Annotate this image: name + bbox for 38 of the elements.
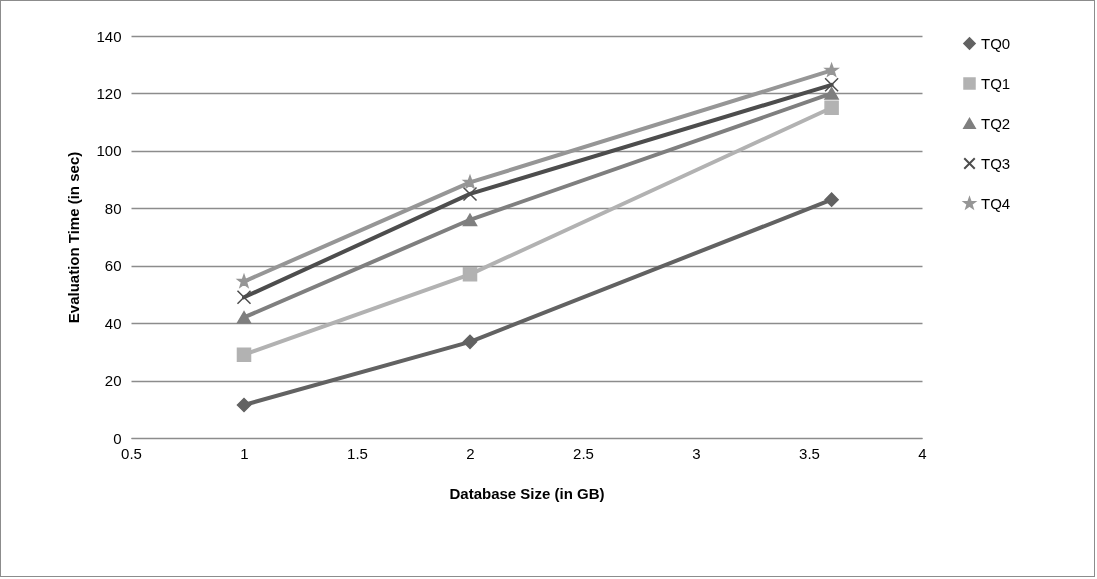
legend-label: TQ4	[981, 194, 1011, 212]
point	[236, 311, 252, 324]
legend-label: TQ3	[981, 154, 1011, 172]
x-tick-label: 4	[918, 444, 927, 462]
point	[462, 334, 478, 350]
point	[824, 63, 839, 77]
y-tick-label: 120	[96, 84, 122, 102]
legend-label: TQ2	[981, 114, 1011, 132]
x-tick-label: 1.5	[347, 444, 368, 462]
y-tick-label: 20	[104, 372, 122, 390]
y-tick-label: 60	[104, 257, 122, 275]
point	[236, 347, 252, 362]
point	[824, 100, 839, 116]
point	[462, 267, 478, 282]
point	[824, 192, 839, 207]
y-tick-label: 100	[96, 142, 122, 160]
x-tick-label: 2	[466, 444, 475, 462]
x-tick-label: 1	[240, 444, 249, 462]
y-tick-label: 80	[104, 199, 122, 217]
point	[237, 274, 251, 288]
point	[463, 175, 477, 189]
y-tick-label: 140	[96, 27, 122, 45]
point	[462, 213, 478, 227]
x-tick-label: 3	[692, 444, 701, 462]
x-tick-label: 3.5	[799, 444, 820, 462]
point	[824, 87, 839, 100]
legend-label: TQ0	[981, 34, 1011, 52]
y-tick-label: 40	[104, 314, 122, 332]
legend-label: TQ1	[981, 74, 1011, 92]
y-axis-title: Evaluation Time (in sec)	[65, 151, 83, 324]
point	[462, 186, 478, 202]
x-tick-label: 0.5	[121, 444, 142, 462]
x-tick-label: 2.5	[573, 444, 594, 462]
point	[824, 77, 839, 93]
point	[236, 290, 252, 305]
point	[236, 397, 252, 413]
y-tick-label: 0	[113, 429, 122, 447]
x-axis-title: Database Size (in GB)	[449, 484, 605, 502]
